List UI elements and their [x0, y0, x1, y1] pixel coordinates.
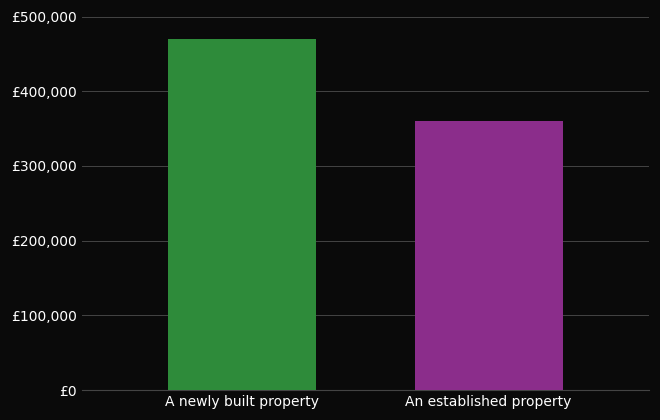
Bar — [414, 121, 562, 390]
Bar — [168, 39, 316, 390]
